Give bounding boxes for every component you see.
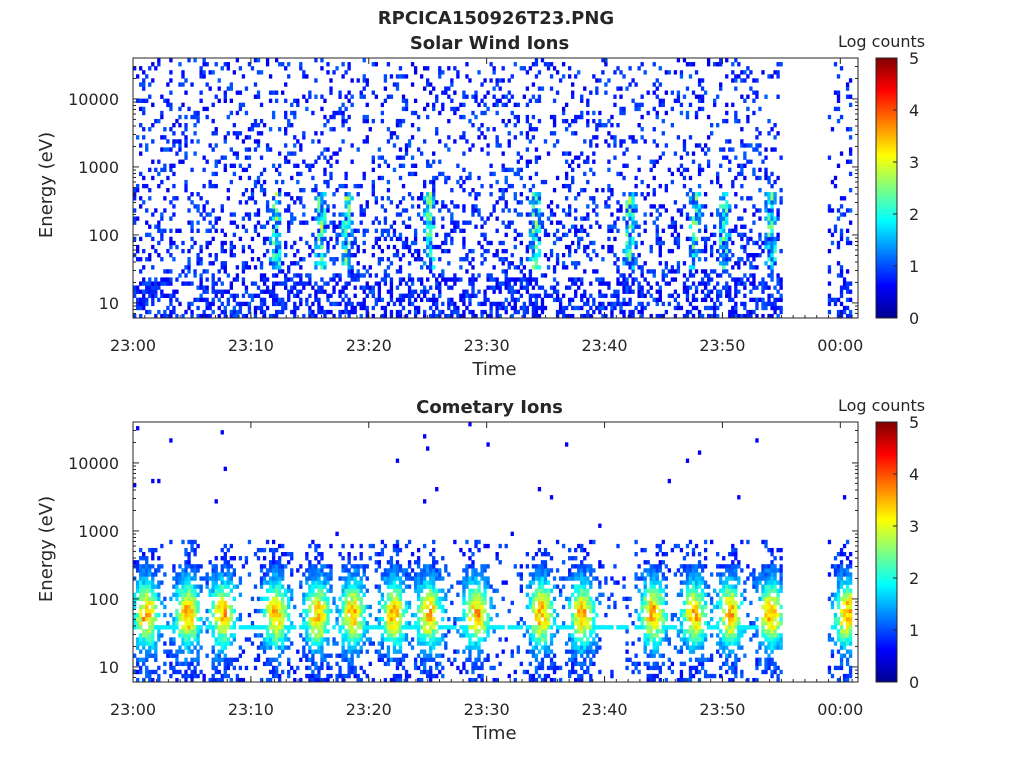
panel-title: Solar Wind Ions bbox=[410, 33, 569, 54]
colorbar-tick-label: 4 bbox=[909, 101, 919, 120]
x-tick-label: 23:50 bbox=[699, 336, 745, 355]
colorbar-tick-label: 4 bbox=[909, 465, 919, 484]
panel-title: Cometary Ions bbox=[416, 397, 563, 418]
colorbar-tick-label: 1 bbox=[909, 621, 919, 640]
x-tick-label: 00:00 bbox=[817, 700, 863, 719]
y-tick-label: 10 bbox=[99, 658, 119, 677]
colorbar bbox=[875, 57, 898, 319]
y-tick-label: 10000 bbox=[68, 90, 119, 109]
colorbar-tick-label: 2 bbox=[909, 205, 919, 224]
x-tick-label: 23:20 bbox=[346, 336, 392, 355]
x-tick-label: 23:00 bbox=[110, 336, 156, 355]
spectrogram-cells bbox=[133, 58, 853, 319]
x-tick-label: 23:30 bbox=[464, 336, 510, 355]
x-tick-label: 23:10 bbox=[228, 336, 274, 355]
x-axis-label: Time bbox=[471, 723, 516, 744]
colorbar-tick-label: 0 bbox=[909, 309, 919, 328]
colorbar-tick-label: 0 bbox=[909, 673, 919, 692]
spectrogram-cells bbox=[133, 422, 853, 683]
y-tick-label: 1000 bbox=[78, 522, 119, 541]
colorbar-label: Log counts bbox=[838, 32, 925, 51]
x-tick-label: 23:50 bbox=[699, 700, 745, 719]
colorbar bbox=[875, 421, 898, 683]
y-tick-label: 10 bbox=[99, 294, 119, 313]
plot-frame bbox=[132, 421, 859, 683]
figure-title: RPCICA150926T23.PNG bbox=[378, 8, 614, 29]
colorbar-tick-label: 5 bbox=[909, 49, 919, 68]
x-tick-label: 23:20 bbox=[346, 700, 392, 719]
x-tick-label: 23:30 bbox=[464, 700, 510, 719]
y-axis-label: Energy (eV) bbox=[36, 132, 57, 238]
y-axis-label: Energy (eV) bbox=[36, 496, 57, 602]
x-tick-label: 23:00 bbox=[110, 700, 156, 719]
panel-0: Solar Wind Ions 23:00 23:10 23:20 23:30 23:40… bbox=[36, 32, 925, 380]
colorbar-tick-label: 3 bbox=[909, 153, 919, 172]
x-tick-label: 23:40 bbox=[581, 700, 627, 719]
colorbar-label: Log counts bbox=[838, 396, 925, 415]
y-tick-label: 1000 bbox=[78, 158, 119, 177]
y-tick-label: 10000 bbox=[68, 454, 119, 473]
x-tick-label: 00:00 bbox=[817, 336, 863, 355]
x-tick-label: 23:10 bbox=[228, 700, 274, 719]
colorbar-tick-label: 2 bbox=[909, 569, 919, 588]
x-tick-label: 23:40 bbox=[581, 336, 627, 355]
x-axis-label: Time bbox=[471, 359, 516, 380]
plot-frame bbox=[132, 57, 859, 319]
colorbar-tick-label: 5 bbox=[909, 413, 919, 432]
colorbar-tick-label: 3 bbox=[909, 517, 919, 536]
y-tick-label: 100 bbox=[88, 590, 119, 609]
colorbar-tick-label: 1 bbox=[909, 257, 919, 276]
y-tick-label: 100 bbox=[88, 226, 119, 245]
